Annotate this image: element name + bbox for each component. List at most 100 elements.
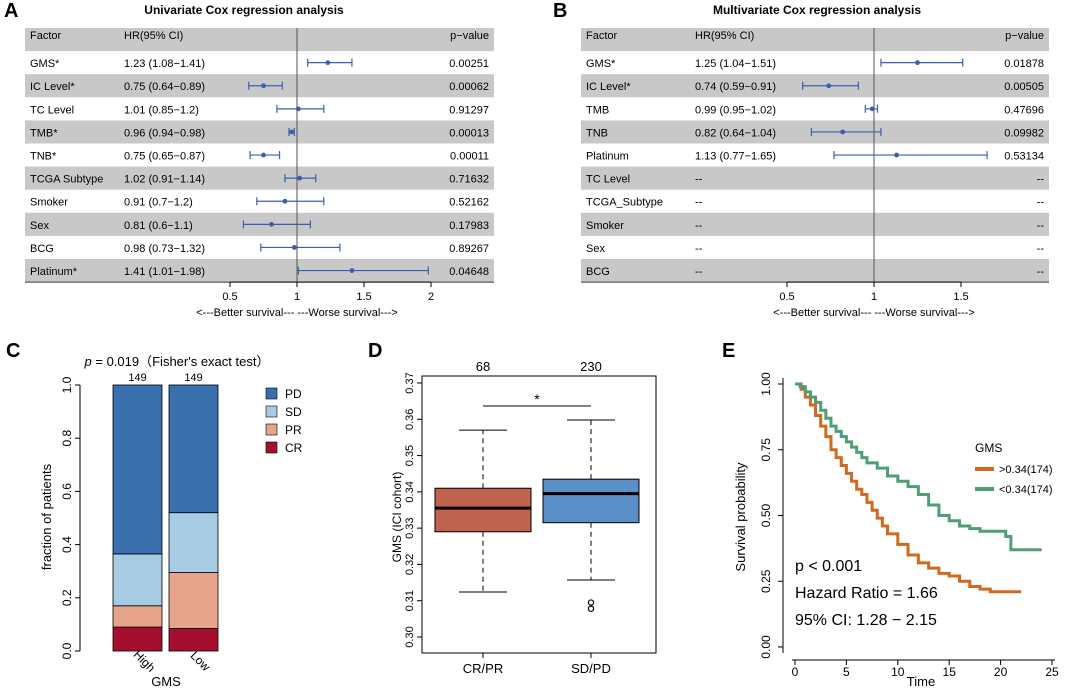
panel-e-y-tick-label: 1.00 <box>759 372 773 396</box>
panel-b-hr-point <box>840 129 846 135</box>
panel-b-row-hr: 0.99 (0.95−1.02) <box>695 104 776 116</box>
panel-a-row-hr: 0.96 (0.94−0.98) <box>124 127 205 139</box>
panel-d-outlier <box>587 599 595 606</box>
panel-c-bar-segment-cr <box>168 627 219 652</box>
panel-a-row-factor: IC Level* <box>30 81 75 93</box>
panel-a-row-hr: 0.98 (0.73−1.32) <box>124 243 205 255</box>
panel-d-count-label: 230 <box>580 359 602 374</box>
panel-a-row-factor: BCG <box>30 243 54 255</box>
panel-a-row-factor: TNB* <box>30 151 57 163</box>
panel-a-x-tick-label: 0.5 <box>222 291 237 303</box>
panel-e-annotations: p < 0.001 Hazard Ratio = 1.66 95% CI: 1.… <box>795 558 938 629</box>
panel-b-hr-point <box>869 106 875 112</box>
panel-b-row-factor: Sex <box>586 243 605 255</box>
panel-b-row-hr: 0.82 (0.64−1.04) <box>695 127 776 139</box>
panel-b-row-p: -- <box>1037 243 1045 255</box>
panel-a-row-hr: 0.75 (0.64−0.89) <box>124 81 205 93</box>
panel-a-table: Factor HR(95% CI) p−value GMS* 1.23 (1.08… <box>30 30 489 278</box>
panel-d-ylabel: GMS (ICI cohort) <box>390 472 404 563</box>
panel-a-header-hr: HR(95% CI) <box>124 30 183 42</box>
panel-c-legend-label: PD <box>285 387 302 401</box>
panel-e-legend-label: <0.34(174) <box>999 484 1053 496</box>
panel-a-hr-point <box>325 60 331 66</box>
panel-b-row-p: -- <box>1037 266 1045 278</box>
panel-d: D GMS (ICI cohort) 0.300.310.320.330.340… <box>368 340 657 676</box>
panel-a-row-band <box>25 120 494 144</box>
panel-d-outlier <box>587 605 595 612</box>
panel-a-row-p: 0.91297 <box>449 104 489 116</box>
panel-e-km-plot: 0.00 0.25 0.50 0.75 1.00 0 5 10 15 20 25 <box>759 372 1059 679</box>
panel-b-xlabel: <---Better survival--- ---Worse survival… <box>773 307 974 319</box>
panel-e-x-tick-label: 15 <box>943 665 957 679</box>
panel-b-row-hr: 1.25 (1.04−1.51) <box>695 58 776 70</box>
panel-a-row-band <box>25 259 494 283</box>
panel-c-legend-swatch <box>265 405 278 418</box>
panel-d-category-label: SD/PD <box>571 661 611 676</box>
panel-a-hr-point <box>349 268 355 273</box>
panel-b-table: Factor HR(95% CI) p−value GMS* 1.25 (1.04… <box>586 30 1044 278</box>
panel-d-y-tick-label: 0.30 <box>404 626 416 647</box>
panel-a-row-hr: 0.91 (0.7−1.2) <box>124 197 193 209</box>
panel-e-ci: 95% CI: 1.28 − 2.15 <box>795 612 937 629</box>
panel-a-row-factor: GMS* <box>30 58 60 70</box>
panel-a-row-factor: Smoker <box>30 197 68 209</box>
panel-c-legend-label: CR <box>285 441 303 455</box>
panel-a-row-p: 0.17983 <box>449 220 489 232</box>
panel-c-count-label: 149 <box>128 372 146 384</box>
panel-a-row-p: 0.52162 <box>449 197 489 209</box>
panel-b-row-p: 0.53134 <box>1004 151 1044 163</box>
panel-b-forest-plot: 0.5 1 1.5 <box>779 28 988 303</box>
panel-c-y-tick-label: 1.0 <box>60 376 74 393</box>
panel-d-letter: D <box>368 340 382 362</box>
panel-b-row-p: -- <box>1037 220 1045 232</box>
panel-a-x-tick-label: 1.5 <box>356 291 371 303</box>
panel-c-bar-segment-sd <box>112 553 163 607</box>
panel-c-bar-segment-pd <box>112 384 163 555</box>
panel-a-row-hr: 1.01 (0.85−1.2) <box>124 104 199 116</box>
panel-e-letter: E <box>722 340 735 362</box>
panel-b-row-p: 0.01878 <box>1004 58 1044 70</box>
panel-a-hr-point <box>291 245 297 250</box>
panel-c-legend-swatch <box>265 387 278 400</box>
panel-e-xlabel: Time <box>907 674 935 689</box>
panel-a-row-factor: TCGA Subtype <box>30 174 103 186</box>
panel-b-row-factor: TMB <box>586 104 609 116</box>
panel-e-x-tick-label: 25 <box>1045 665 1059 679</box>
panel-b-x-tick-label: 1.5 <box>953 291 968 303</box>
panel-e-y-tick-label: 0.75 <box>759 438 773 462</box>
panel-b-row-hr: -- <box>695 220 703 232</box>
panel-e-pvalue: p < 0.001 <box>795 558 862 575</box>
panel-b-row-band <box>581 212 1049 236</box>
panel-b-title: Multivariate Cox regression analysis <box>713 3 921 17</box>
panel-c-bar-segment-pd <box>168 384 219 514</box>
panel-a-row-hr: 1.23 (1.08−1.41) <box>124 58 205 70</box>
panel-a-row-factor: Sex <box>30 220 49 232</box>
panel-a-header-p: p−value <box>450 30 489 42</box>
panel-b-hr-point <box>826 83 832 89</box>
panel-b-row-factor: Smoker <box>586 220 624 232</box>
panel-c-y-tick-label: 0.0 <box>60 642 74 659</box>
panel-c-legend-swatch <box>265 441 278 454</box>
panel-b-row-factor: GMS* <box>586 58 616 70</box>
panel-c-title: p = 0.019（Fisher's exact test） <box>84 354 270 369</box>
panel-c-y-tick-label: 0.2 <box>60 589 74 606</box>
panel-a-row-p: 0.00011 <box>450 151 489 163</box>
panel-b-row-hr: -- <box>695 174 703 186</box>
panel-c-bar-segment-sd <box>168 512 219 573</box>
panel-b-row-hr: -- <box>695 243 703 255</box>
panel-b-row-band <box>581 259 1049 283</box>
panel-a-row-hr: 0.75 (0.65−0.87) <box>124 151 205 163</box>
panel-a-row-factor: Platinum* <box>30 266 78 278</box>
panel-b-row-band <box>581 166 1049 190</box>
panel-a-hr-point <box>297 175 303 181</box>
panel-b-x-tick-label: 0.5 <box>779 291 794 303</box>
panel-e-y-tick-label: 0.25 <box>759 569 773 593</box>
panel-d-boxplot: 0.30 0.31 0.32 0.33 0.34 0.35 0.36 0.37 CR/PR 68 S… <box>404 359 657 676</box>
panel-c-bar-segment-pr <box>112 605 163 628</box>
panel-e-hazard-ratio: Hazard Ratio = 1.66 <box>795 585 938 602</box>
panel-a-forest-plot: 0.5 1 1.5 2 <box>222 28 434 303</box>
panel-c-legend: PD SD PR CR <box>265 387 303 455</box>
panel-b-header-band <box>581 28 1049 52</box>
panel-b-row-factor: TNB <box>586 127 608 139</box>
